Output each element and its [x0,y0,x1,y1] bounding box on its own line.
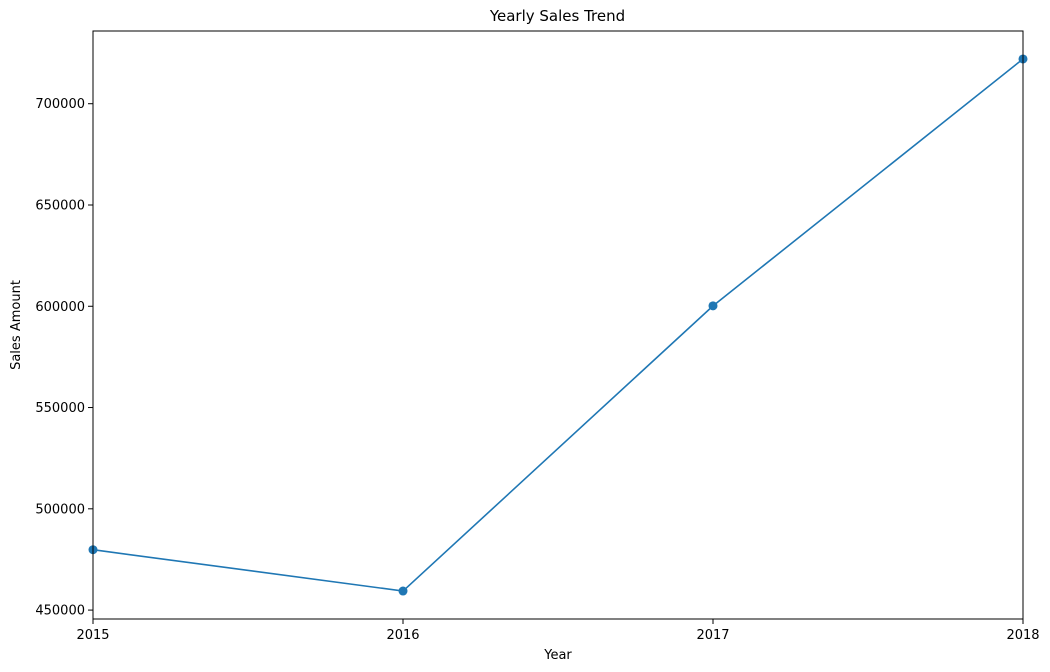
plot-frame [92,30,1024,620]
y-tick-label: 450000 [35,604,85,619]
sales-series-line [92,58,1024,592]
data-point-marker [708,301,718,311]
y-tick-label: 550000 [35,401,85,416]
chart-title: Yearly Sales Trend [489,7,625,25]
x-tick-label: 2018 [1006,628,1039,643]
plot-area [93,31,1023,619]
y-tick-label: 650000 [35,198,85,213]
x-tick-label: 2017 [696,628,729,643]
y-axis-label: Sales Amount [9,280,24,370]
y-tick-label: 600000 [35,300,85,315]
y-tick-label: 500000 [35,502,85,517]
x-axis-ticks: 2015 2016 2017 2018 [76,619,1040,643]
x-tick-label: 2016 [386,628,419,643]
y-tick-label: 700000 [35,97,85,112]
x-axis-label: Year [543,648,572,663]
y-axis-ticks: 450000 500000 550000 600000 650000 700000 [35,97,93,619]
data-point-marker [398,586,408,596]
x-tick-label: 2015 [76,628,109,643]
